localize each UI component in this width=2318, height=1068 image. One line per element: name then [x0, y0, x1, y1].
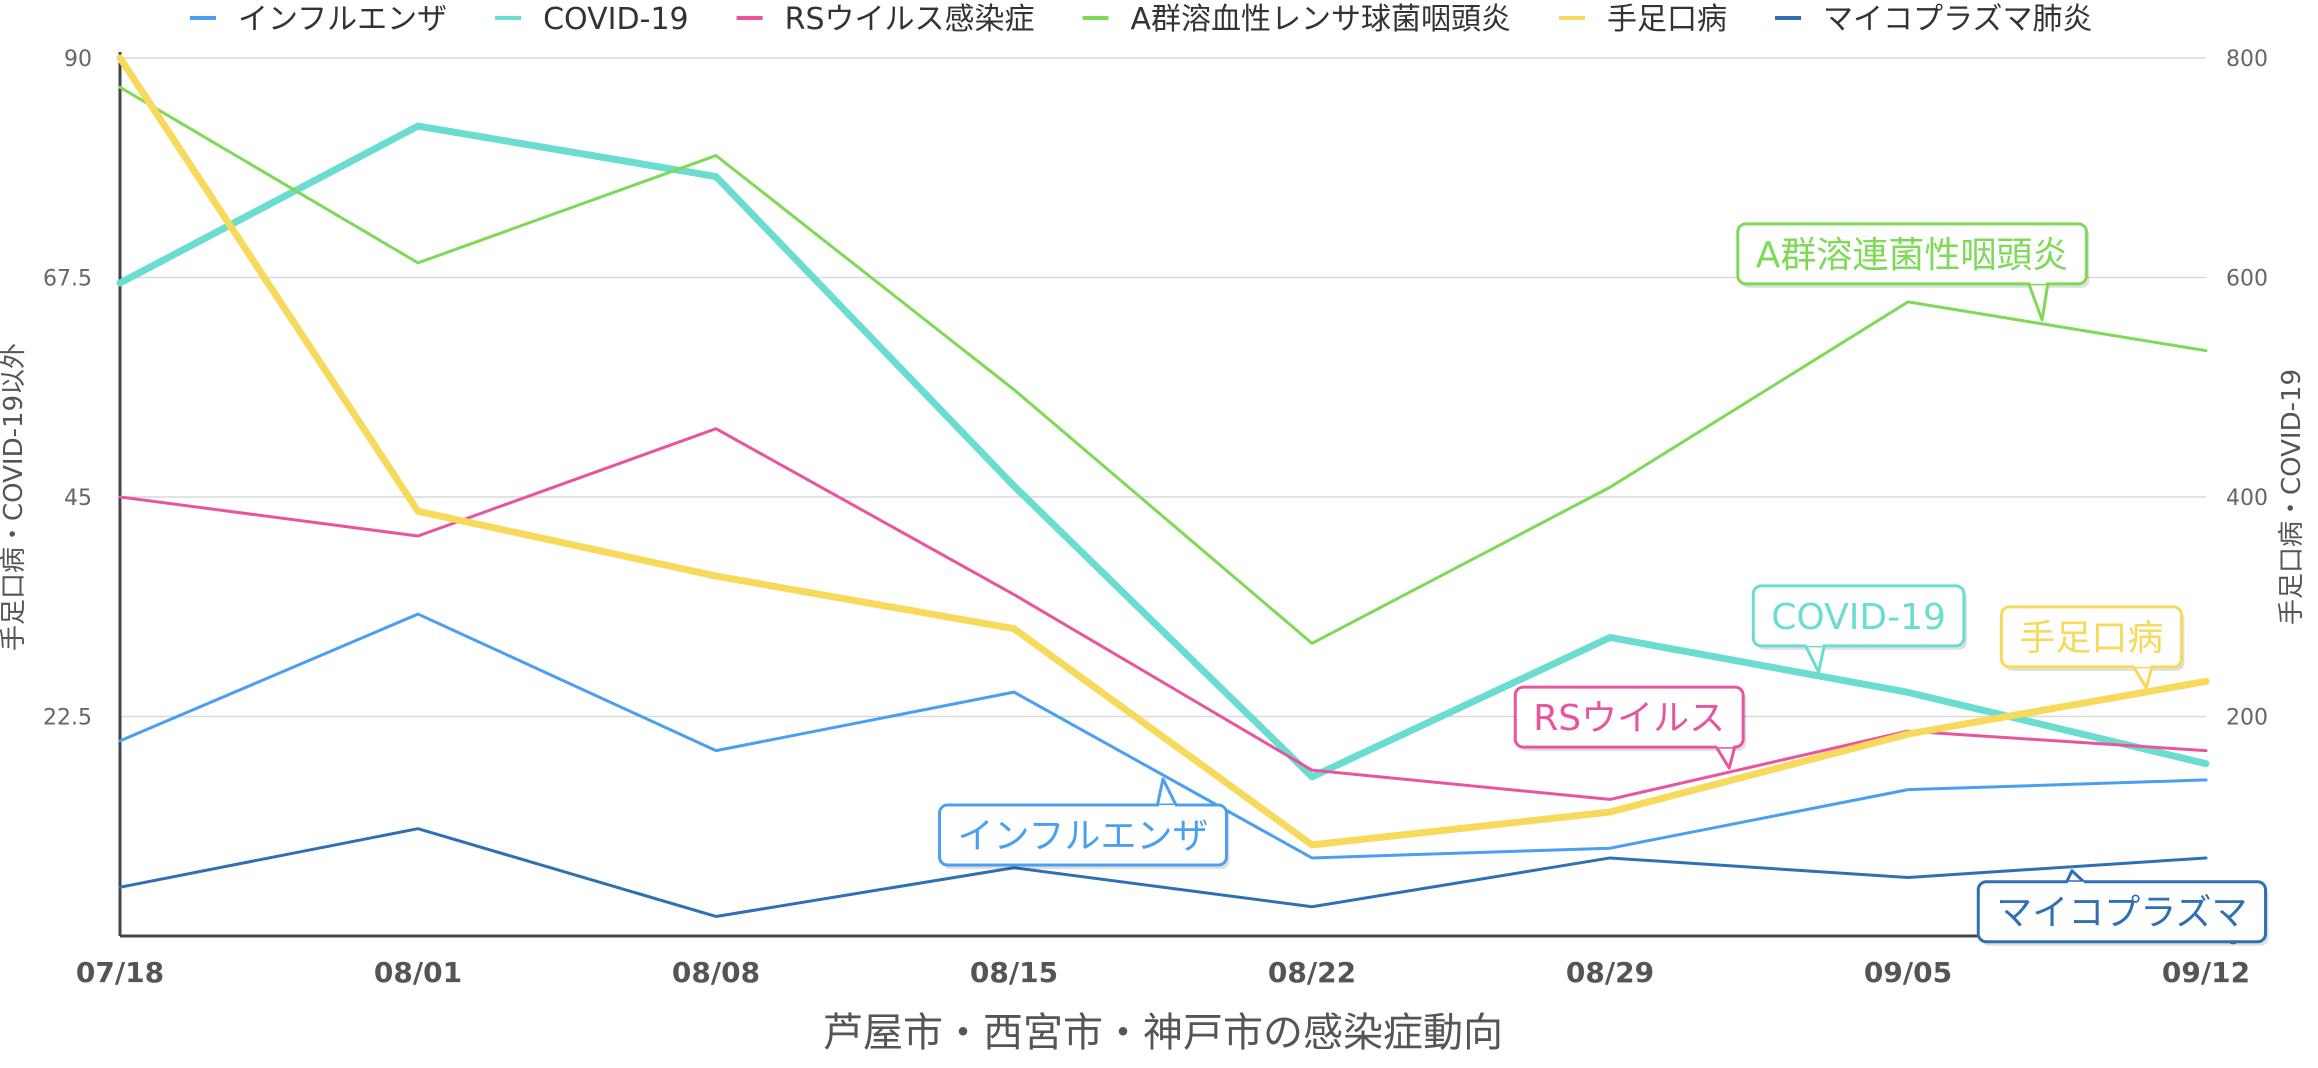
callout-label: RSウイルス	[1533, 698, 1725, 739]
callout-pointer	[1803, 642, 1827, 674]
x-tick-label: 09/12	[2162, 956, 2250, 989]
series-line-1	[116, 122, 2210, 781]
callout-box	[1999, 605, 2183, 669]
x-tick-label: 08/15	[970, 956, 1058, 989]
callout-box	[1736, 222, 2088, 286]
y-axis-right-title: 手足口病・COVID-19	[2277, 369, 2307, 625]
legend-label: COVID-19	[543, 2, 689, 37]
legend-label: マイコプラズマ肺炎	[1823, 2, 2092, 37]
series-line-4	[116, 54, 2210, 849]
y-left-tick-label: 90	[64, 47, 92, 72]
callout-label: 手足口病	[2019, 618, 2163, 659]
y-left-tick-label: 45	[64, 486, 92, 511]
x-axis-title: 芦屋市・西宮市・神戸市の感染症動向	[823, 1010, 1503, 1056]
callout-label: マイコプラズマ	[1996, 893, 2247, 934]
x-tick-label: 07/18	[76, 956, 164, 989]
y-axis-left-title: 手足口病・COVID-19以外	[0, 343, 29, 651]
y-right-tick-label: 600	[2226, 267, 2268, 292]
callout-box	[1513, 685, 1745, 749]
x-tick-label: 08/22	[1268, 956, 1356, 989]
series-line-3	[118, 85, 2208, 645]
y-left-tick-label: 22.5	[43, 706, 92, 731]
series-line-2	[118, 427, 2208, 801]
series-line-5	[118, 827, 2208, 918]
legend-label: A群溶血性レンサ球菌咽頭炎	[1131, 2, 1512, 37]
y-right-tick-label: 800	[2226, 47, 2268, 72]
callout-box	[938, 803, 1228, 867]
y-right-tick-label: 400	[2226, 486, 2268, 511]
x-tick-label: 09/05	[1864, 956, 1952, 989]
callout-box	[1976, 880, 2268, 944]
legend-label: 手足口病	[1607, 2, 1727, 37]
y-right-tick-label: 200	[2226, 706, 2268, 731]
y-left-tick-label: 67.5	[43, 267, 92, 292]
callout-label: COVID-19	[1771, 597, 1946, 638]
callout-label: A群溶連菌性咽頭炎	[1756, 235, 2069, 276]
callout-label: インフルエンザ	[958, 816, 1209, 857]
x-tick-label: 08/29	[1566, 956, 1654, 989]
callout-box	[1751, 584, 1966, 648]
legend-label: インフルエンザ	[238, 2, 447, 37]
series-line-0	[118, 612, 2208, 860]
callout-pointer	[2026, 280, 2050, 322]
x-tick-label: 08/01	[374, 956, 462, 989]
legend-label: RSウイルス感染症	[785, 2, 1035, 37]
x-tick-label: 08/08	[672, 956, 760, 989]
callout-pointer	[1155, 777, 1179, 809]
